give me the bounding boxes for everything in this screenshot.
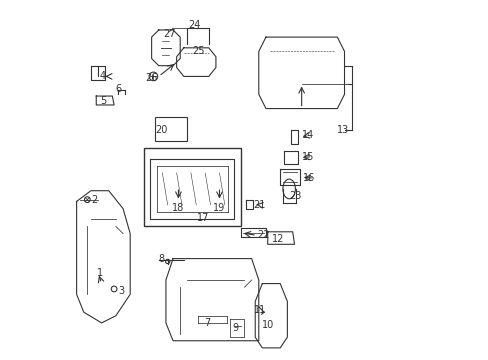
Text: 22: 22 bbox=[257, 230, 269, 240]
Text: 21: 21 bbox=[253, 200, 265, 210]
Text: 12: 12 bbox=[272, 234, 284, 244]
Text: 9: 9 bbox=[232, 323, 238, 333]
Text: 17: 17 bbox=[197, 212, 209, 222]
Text: 11: 11 bbox=[254, 305, 266, 315]
Text: 13: 13 bbox=[336, 125, 348, 135]
Text: 14: 14 bbox=[301, 130, 313, 140]
Text: 25: 25 bbox=[191, 46, 204, 57]
Text: 27: 27 bbox=[163, 28, 175, 39]
Text: 15: 15 bbox=[301, 152, 313, 162]
Text: 19: 19 bbox=[213, 203, 225, 213]
Text: 23: 23 bbox=[288, 191, 301, 201]
Text: 5: 5 bbox=[100, 96, 106, 107]
Text: 20: 20 bbox=[155, 125, 167, 135]
Text: 24: 24 bbox=[188, 19, 200, 30]
Text: 10: 10 bbox=[261, 320, 273, 330]
Text: 6: 6 bbox=[116, 84, 122, 94]
Text: 18: 18 bbox=[172, 203, 184, 213]
Text: 16: 16 bbox=[303, 173, 315, 183]
Text: 4: 4 bbox=[100, 71, 106, 81]
Text: 8: 8 bbox=[158, 253, 164, 264]
Text: 3: 3 bbox=[118, 286, 124, 296]
Bar bbox=[155, 117, 187, 141]
Text: 1: 1 bbox=[97, 268, 102, 278]
Text: 2: 2 bbox=[91, 195, 97, 204]
Bar bbox=[144, 148, 241, 226]
Text: 26: 26 bbox=[145, 73, 158, 83]
Text: 7: 7 bbox=[203, 318, 210, 328]
